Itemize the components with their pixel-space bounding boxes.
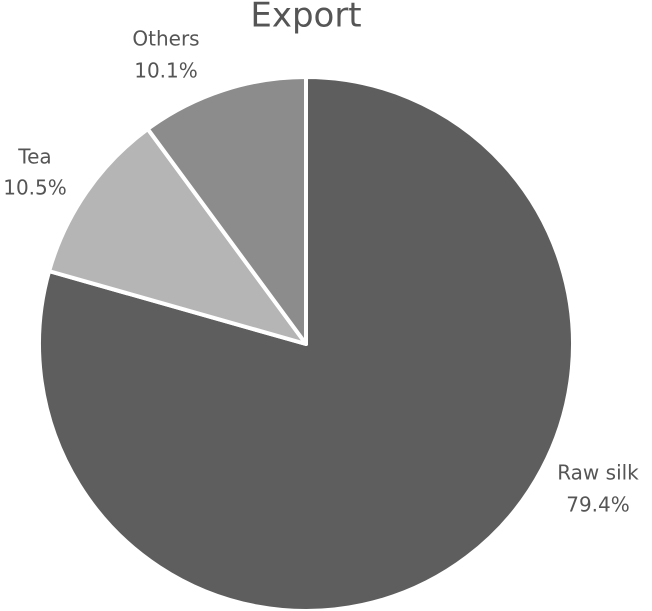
pie-slice (47, 126, 308, 346)
slice-value-label: 79.4% (566, 493, 630, 517)
slice-label: Raw silk (557, 461, 639, 485)
pie-slice (145, 75, 308, 346)
slice-value-label: 10.1% (134, 59, 198, 83)
slice-label: Tea (17, 145, 51, 169)
slice-value-label: 10.5% (3, 176, 67, 200)
chart-title: Export (250, 0, 361, 36)
slice-label: Others (132, 27, 199, 51)
